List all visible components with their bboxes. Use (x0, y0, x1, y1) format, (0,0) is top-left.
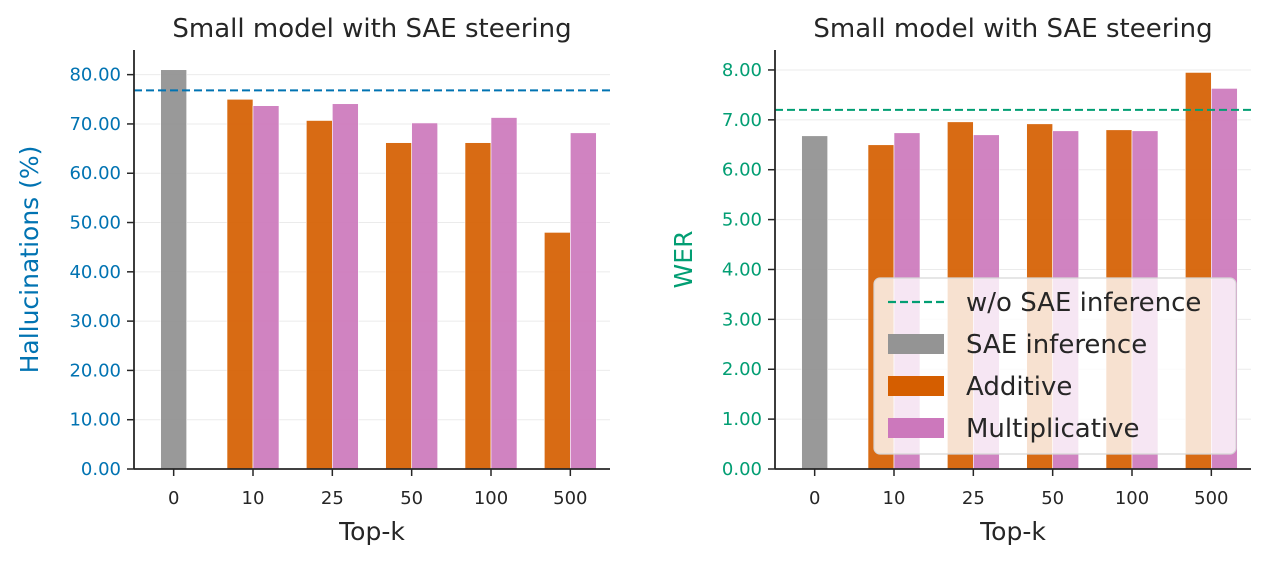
chart-title: Small model with SAE steering (813, 14, 1212, 44)
y-tick-label: 30.00 (69, 311, 121, 332)
x-tick-label: 0 (809, 488, 820, 509)
x-tick-label: 50 (1041, 488, 1064, 509)
y-tick-label: 2.00 (722, 359, 762, 380)
bar-multiplicative-10 (252, 105, 280, 470)
chart-title: Small model with SAE steering (172, 14, 571, 44)
y-tick-label: 4.00 (722, 259, 762, 280)
y-tick-label: 70.00 (69, 114, 121, 135)
bar-sae-inference (801, 135, 828, 470)
y-tick-label: 50.00 (69, 213, 121, 234)
bar-additive-50 (385, 142, 412, 470)
legend-swatch (888, 334, 944, 354)
y-tick-label: 6.00 (722, 160, 762, 181)
bar-multiplicative-500 (570, 132, 597, 470)
bar-multiplicative-25 (332, 103, 359, 470)
chart-panel-1: 0.00 10.00 20.00 30.00 40.00 50.00 60.00 70.00 8… (15, 14, 610, 546)
x-axis-label: Top-k (979, 517, 1046, 546)
legend-box (873, 277, 1237, 455)
x-tick-label: 10 (242, 488, 265, 509)
bar-multiplicative-50 (411, 122, 438, 470)
bar-additive-100 (464, 142, 492, 470)
y-tick-label: 80.00 (69, 65, 121, 86)
x-tick-label: 500 (553, 488, 587, 509)
y-tick-label: 10.00 (69, 410, 121, 431)
x-axis-label: Top-k (338, 517, 405, 546)
legend-label: Additive (966, 372, 1072, 402)
y-axis-label: Hallucinations (%) (15, 146, 44, 374)
x-tick-label: 0 (168, 488, 179, 509)
x-tick-label: 10 (883, 488, 906, 509)
bar-additive-500 (544, 232, 571, 470)
y-tick-label: 7.00 (722, 110, 762, 131)
legend-label: w/o SAE inference (966, 288, 1201, 318)
x-tick-label: 50 (400, 488, 423, 509)
y-tick-label: 20.00 (69, 360, 121, 381)
y-tick-label: 0.00 (722, 459, 762, 480)
y-tick-label: 40.00 (69, 262, 121, 283)
x-tick-label: 25 (321, 488, 344, 509)
y-tick-label: 0.00 (81, 459, 121, 480)
legend: w/o SAE inference SAE inference Additive Mu… (873, 277, 1237, 455)
y-tick-label: 5.00 (722, 210, 762, 231)
y-axis-label: WER (669, 231, 698, 289)
y-tick-label: 8.00 (722, 60, 762, 81)
x-tick-label: 100 (474, 488, 508, 509)
legend-label: Multiplicative (966, 414, 1140, 444)
legend-label: SAE inference (966, 330, 1147, 360)
bar-multiplicative-100 (490, 117, 518, 470)
legend-swatch (888, 376, 944, 396)
x-tick-label: 100 (1115, 488, 1149, 509)
x-tick-label: 500 (1194, 488, 1228, 509)
y-tick-label: 3.00 (722, 309, 762, 330)
bar-additive-10 (226, 98, 254, 470)
bar-sae-inference (160, 69, 187, 470)
x-tick-label: 25 (962, 488, 985, 509)
y-tick-label: 1.00 (722, 409, 762, 430)
chart-panel-2: 0.00 1.00 2.00 3.00 4.00 5.00 6.00 7.00 8.00 0 10 2… (669, 14, 1251, 546)
bar-additive-25 (306, 120, 333, 470)
legend-swatch (888, 418, 944, 438)
y-tick-label: 60.00 (69, 163, 121, 184)
